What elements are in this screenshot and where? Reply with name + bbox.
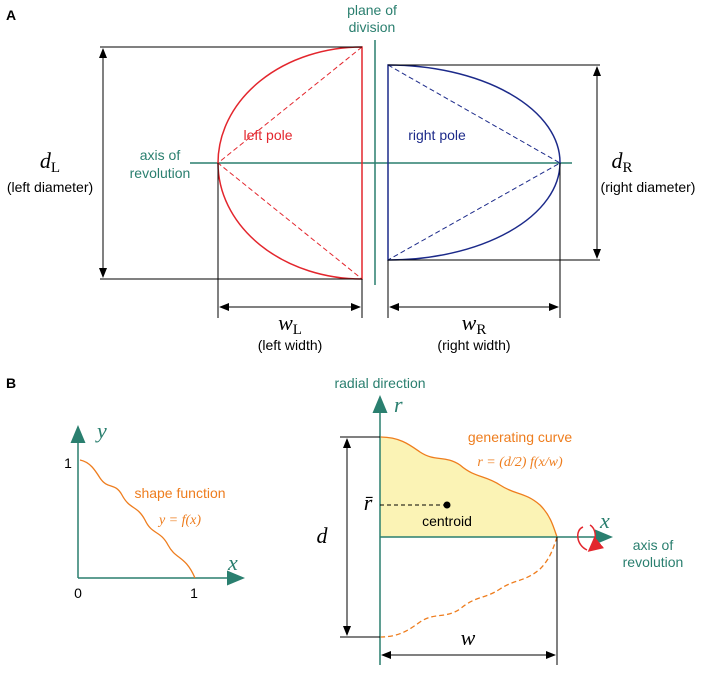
panel-b-shapes bbox=[70, 395, 613, 665]
dim-caption: (left width) bbox=[258, 337, 323, 353]
dim-symbol: w bbox=[461, 625, 476, 650]
dim-caption: (left diameter) bbox=[7, 179, 93, 195]
panel-label: A bbox=[6, 7, 16, 23]
dim-symbol: wL bbox=[278, 310, 302, 338]
axis-symbol: x bbox=[227, 550, 238, 575]
axis-symbol: y bbox=[95, 418, 107, 443]
shape-title: shape function bbox=[134, 485, 225, 501]
panel-a-shapes bbox=[99, 40, 601, 318]
dim-symbol: d bbox=[317, 523, 329, 548]
plane-label: division bbox=[349, 19, 396, 35]
dim-symbol: wR bbox=[462, 310, 487, 338]
dim-symbol: dL bbox=[40, 148, 60, 176]
axis-label: axis of bbox=[633, 537, 674, 553]
tick-label: 1 bbox=[64, 455, 72, 471]
tick-label: 0 bbox=[74, 585, 82, 601]
curve-formula: r = (d/2) f(x/w) bbox=[477, 455, 563, 470]
panel-label: B bbox=[6, 375, 16, 391]
plane-label: plane of bbox=[347, 2, 397, 18]
dim-caption: (right diameter) bbox=[601, 179, 696, 195]
centroid-label: centroid bbox=[422, 513, 472, 529]
pole-label: right pole bbox=[408, 127, 466, 143]
shape-formula: y = f(x) bbox=[157, 513, 201, 528]
axis-label: axis of bbox=[140, 147, 181, 163]
axis-label: revolution bbox=[623, 554, 684, 570]
tick-label: 1 bbox=[190, 585, 198, 601]
axis-symbol: x bbox=[599, 508, 610, 533]
pole-label: left pole bbox=[243, 127, 292, 143]
dim-symbol: dR bbox=[611, 148, 632, 176]
axis-symbol: r bbox=[394, 392, 403, 417]
curve-label: generating curve bbox=[468, 429, 573, 445]
dim-caption: (right width) bbox=[437, 337, 510, 353]
axis-label: revolution bbox=[130, 165, 191, 181]
axis-label: radial direction bbox=[334, 375, 425, 391]
centroid-symbol: r̄ bbox=[364, 490, 374, 515]
